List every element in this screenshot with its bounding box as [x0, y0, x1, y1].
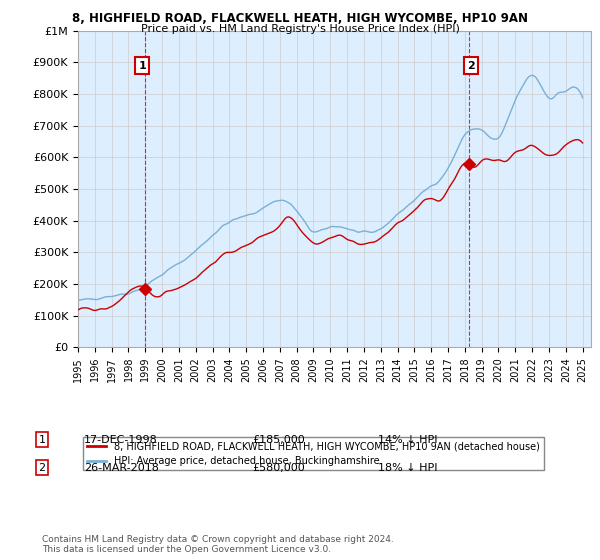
- Legend: 8, HIGHFIELD ROAD, FLACKWELL HEATH, HIGH WYCOMBE, HP10 9AN (detached house), HPI: 8, HIGHFIELD ROAD, FLACKWELL HEATH, HIGH…: [83, 437, 544, 470]
- Text: 2: 2: [38, 463, 46, 473]
- Text: 17-DEC-1998: 17-DEC-1998: [84, 435, 158, 445]
- Text: 14% ↓ HPI: 14% ↓ HPI: [378, 435, 437, 445]
- Text: Price paid vs. HM Land Registry's House Price Index (HPI): Price paid vs. HM Land Registry's House …: [140, 24, 460, 34]
- Text: 1: 1: [38, 435, 46, 445]
- Text: 18% ↓ HPI: 18% ↓ HPI: [378, 463, 437, 473]
- Text: 26-MAR-2018: 26-MAR-2018: [84, 463, 159, 473]
- Text: 1: 1: [138, 60, 146, 71]
- Text: Contains HM Land Registry data © Crown copyright and database right 2024.
This d: Contains HM Land Registry data © Crown c…: [42, 535, 394, 554]
- Text: £185,000: £185,000: [252, 435, 305, 445]
- Text: 2: 2: [467, 60, 475, 71]
- Text: 8, HIGHFIELD ROAD, FLACKWELL HEATH, HIGH WYCOMBE, HP10 9AN: 8, HIGHFIELD ROAD, FLACKWELL HEATH, HIGH…: [72, 12, 528, 25]
- Text: £580,000: £580,000: [252, 463, 305, 473]
